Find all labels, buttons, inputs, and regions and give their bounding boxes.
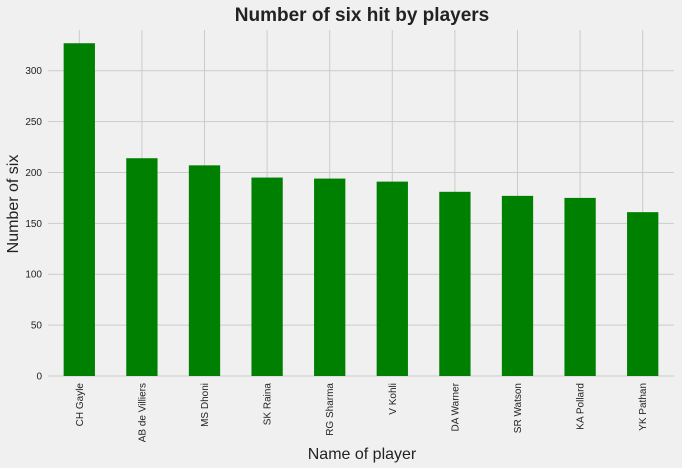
- bar-ch-gayle: [63, 43, 95, 377]
- bar-yk-pathan: [627, 212, 659, 376]
- y-tick-label: 200: [25, 168, 42, 179]
- y-tick-label: 50: [31, 321, 43, 332]
- x-tick-label: SK Raina: [263, 383, 274, 426]
- y-axis-label: Number of six: [5, 155, 22, 254]
- y-tick-label: 0: [36, 372, 42, 383]
- bar-rg-sharma: [314, 178, 346, 376]
- x-tick-labels: CH Gayle AB de Villiers MS Dhoni SK Raina RG…: [75, 382, 649, 442]
- x-axis-label: Name of player: [308, 446, 417, 463]
- y-tick-label: 300: [25, 66, 42, 77]
- bar-v-kohli: [376, 181, 408, 376]
- bar-da-warner: [439, 191, 471, 376]
- x-tick-label: YK Pathan: [638, 383, 649, 431]
- bar-ms-dhoni: [188, 165, 221, 376]
- x-tick-label: RG Sharma: [325, 383, 336, 436]
- x-tick-label: AB de Villiers: [137, 383, 148, 442]
- bar-sk-raina: [251, 177, 283, 376]
- bar-ab-de-villiers: [126, 158, 158, 376]
- x-tick-label: MS Dhoni: [200, 383, 211, 427]
- x-tick-label: CH Gayle: [75, 383, 86, 427]
- y-tick-label: 150: [25, 219, 42, 230]
- y-tick-label: 100: [25, 270, 42, 281]
- chart-title: Number of six hit by players: [235, 5, 489, 26]
- x-tick-label: DA Warner: [450, 382, 461, 431]
- x-tick-label: SR Watson: [513, 383, 524, 433]
- bars: [63, 43, 659, 377]
- y-tick-label: 250: [25, 117, 42, 128]
- x-tick-label: KA Pollard: [576, 383, 587, 430]
- y-tick-labels: 0 50 100 150 200 250 300: [25, 66, 42, 382]
- bar-sr-watson: [501, 195, 534, 376]
- x-tick-label: V Kohli: [388, 383, 399, 415]
- bar-ka-pollard: [564, 197, 596, 376]
